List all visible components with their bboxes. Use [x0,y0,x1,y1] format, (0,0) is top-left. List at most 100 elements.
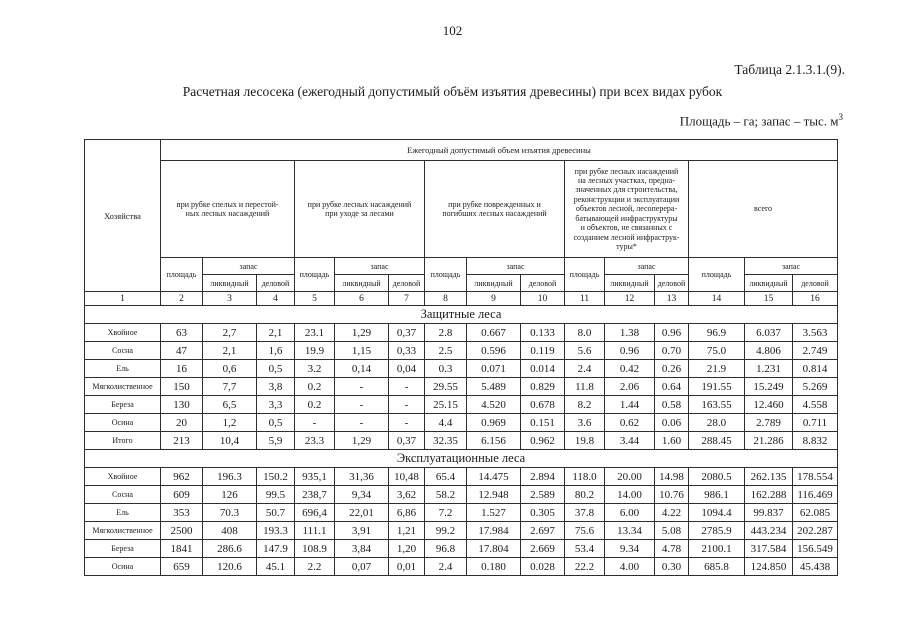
data-cell: 9,34 [334,485,389,504]
row-label: Осина [84,557,161,576]
header-farms: Хозяйства [84,139,161,292]
data-cell: 0.711 [791,413,839,432]
column-number: 1 [84,291,161,306]
header-area-2: площадь [294,257,335,292]
data-cell: 19.9 [294,341,335,360]
data-cell: 120.6 [202,557,257,576]
data-cell: 20 [160,413,203,432]
data-cell: 0.969 [466,413,521,432]
data-cell: 14.00 [604,485,655,504]
data-cell: 6.037 [744,323,793,342]
section-title-row: Эксплуатационные леса [83,449,839,468]
data-cell: 156.549 [791,539,839,558]
data-cell: 1,15 [334,341,389,360]
data-cell: 2.8 [424,323,467,342]
data-cell: 0,07 [334,557,389,576]
table-row: Мягколиственное 2500 408 193.3 111.1 3,91 1,21… [84,521,839,540]
data-cell: 0.119 [520,341,565,360]
data-cell: 1.44 [604,395,655,414]
column-number: 12 [604,291,655,306]
data-cell: 5.269 [791,377,839,396]
data-cell: 2.789 [744,413,793,432]
data-cell: 1,29 [334,431,389,450]
data-cell: 0,01 [388,557,425,576]
data-cell: 0.30 [654,557,689,576]
table-row: Мягколиственное 150 7,7 3,8 0.2- -29.55 5.489 0… [84,377,839,396]
data-cell: 150.2 [256,467,295,486]
column-number: 2 [160,291,203,306]
header-liquid-2: ликвидный [334,274,389,292]
data-cell: 62.085 [791,503,839,522]
header-group-tending-felling: при рубке лесных насаждений при уходе за… [294,160,425,258]
data-cell: 0.3 [424,359,467,378]
data-cell: 1.38 [604,323,655,342]
data-cell: 21.286 [744,431,793,450]
row-label: Мягколиственное [84,521,161,540]
data-cell: 28.0 [688,413,745,432]
data-cell: 1841 [160,539,203,558]
data-cell: 29.55 [424,377,467,396]
data-cell: 50.7 [256,503,295,522]
data-cell: 162.288 [744,485,793,504]
row-label: Ель [84,503,161,522]
data-cell: 2785.9 [688,521,745,540]
data-cell: 0.58 [654,395,689,414]
data-cell: 2,7 [202,323,257,342]
data-cell: 0,5 [256,413,295,432]
data-cell: 202.287 [791,521,839,540]
data-cell: 262.135 [744,467,793,486]
data-cell: 0.678 [520,395,565,414]
column-number: 8 [424,291,467,306]
data-cell: 2.4 [424,557,467,576]
units-superscript: 3 [838,112,844,122]
data-cell: 4.558 [791,395,839,414]
data-cell: 2.06 [604,377,655,396]
data-cell: 96.9 [688,323,745,342]
header-group-total: всего [687,160,839,258]
data-cell: 99.5 [256,485,295,504]
data-cell: 9.34 [604,539,655,558]
header-stock-1: запас [202,257,295,275]
data-cell: 0.06 [654,413,689,432]
data-cell: 22.2 [564,557,605,576]
data-cell: 0,37 [388,323,425,342]
data-cell: 10,48 [388,467,425,486]
data-cell: 408 [202,521,257,540]
table-row: Ель 353 70.3 50.7 696,4 22,01 6,86 7.2 1.527 0.30… [84,503,839,522]
data-cell: 1.60 [654,431,689,450]
data-cell: 3.563 [791,323,839,342]
section-title-row: Защитные леса [83,305,839,324]
row-label: Сосна [84,485,161,504]
data-cell: 2.589 [520,485,565,504]
data-cell: 609 [160,485,203,504]
data-cell: 986.1 [688,485,745,504]
data-cell: 1,20 [388,539,425,558]
table-row: Береза 1841 286.6 147.9 108.9 3,84 1,20 96.8 17.… [84,539,839,558]
header-group-mature-felling: при рубке спелых и перестой- ных лесных … [160,160,295,258]
column-number: 6 [334,291,389,306]
data-cell: 4.806 [744,341,793,360]
data-cell: 1094.4 [688,503,745,522]
data-cell: 70.3 [202,503,257,522]
data-cell: 0.96 [604,341,655,360]
data-cell: 7,7 [202,377,257,396]
data-cell: 2.4 [564,359,605,378]
data-cell: 0.70 [654,341,689,360]
header-business-1: деловой [256,274,295,292]
data-cell: 47 [160,341,203,360]
data-cell: 111.1 [294,521,335,540]
data-cell: 3,62 [388,485,425,504]
header-stock-3: запас [466,257,565,275]
data-cell: 4.00 [604,557,655,576]
data-cell: 1.527 [466,503,521,522]
data-cell: 4.78 [654,539,689,558]
header-area-1: площадь [160,257,203,292]
data-cell: 17.804 [466,539,521,558]
data-cell: 53.4 [564,539,605,558]
header-area-4: площадь [564,257,605,292]
data-cell: 96.8 [424,539,467,558]
data-cell: 4.520 [466,395,521,414]
data-cell: 23.1 [294,323,335,342]
table-row: Осина 20 1,2 0,5- - -4.4 0.969 0.151 3.6 0.62 0.06… [84,413,839,432]
data-cell: 58.2 [424,485,467,504]
